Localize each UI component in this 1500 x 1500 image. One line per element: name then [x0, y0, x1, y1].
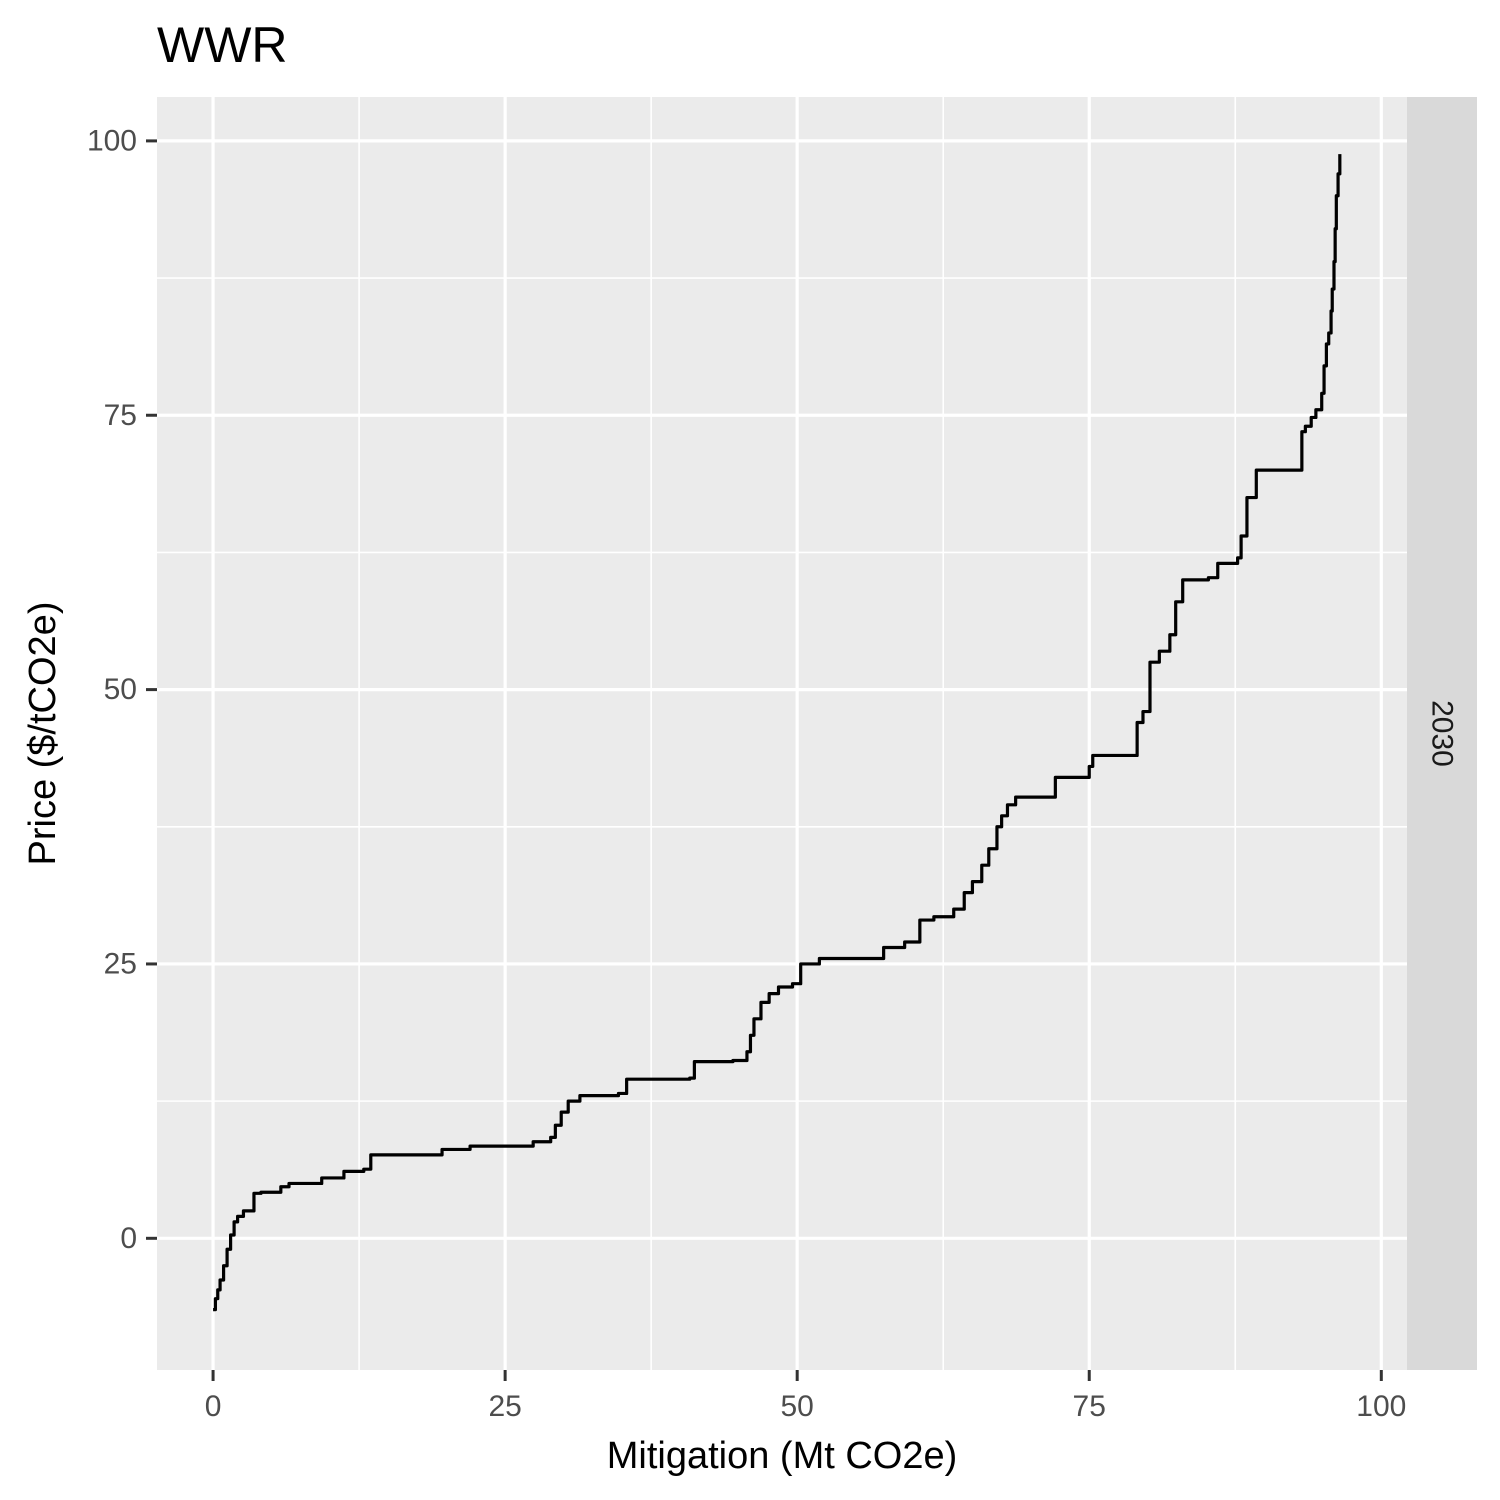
plot-panel	[157, 97, 1407, 1370]
y-tick-label: 100	[87, 124, 137, 157]
x-tick-label: 50	[780, 1390, 813, 1423]
x-tick-label: 0	[205, 1390, 222, 1423]
series-line-0	[213, 154, 1342, 1312]
y-axis: 0 25 50 75 100	[87, 124, 157, 1255]
facet-strip	[1407, 97, 1477, 1370]
facet-strip-label: 2030	[1426, 700, 1459, 767]
grid-minor	[157, 97, 1407, 1370]
y-tick-label: 50	[104, 673, 137, 706]
x-axis-title: Mitigation (Mt CO2e)	[607, 1435, 958, 1477]
x-tick-label: 25	[488, 1390, 521, 1423]
y-axis-title: Price ($/tCO2e)	[22, 602, 64, 866]
series-layer	[213, 154, 1342, 1312]
y-tick-label: 25	[104, 947, 137, 980]
x-tick-label: 100	[1356, 1390, 1406, 1423]
y-tick-label: 0	[120, 1222, 137, 1255]
chart-title: WWR	[157, 17, 288, 73]
x-tick-label: 75	[1073, 1390, 1106, 1423]
y-tick-label: 75	[104, 399, 137, 432]
grid-major	[157, 97, 1407, 1370]
x-axis: 0 25 50 75 100	[205, 1370, 1406, 1423]
